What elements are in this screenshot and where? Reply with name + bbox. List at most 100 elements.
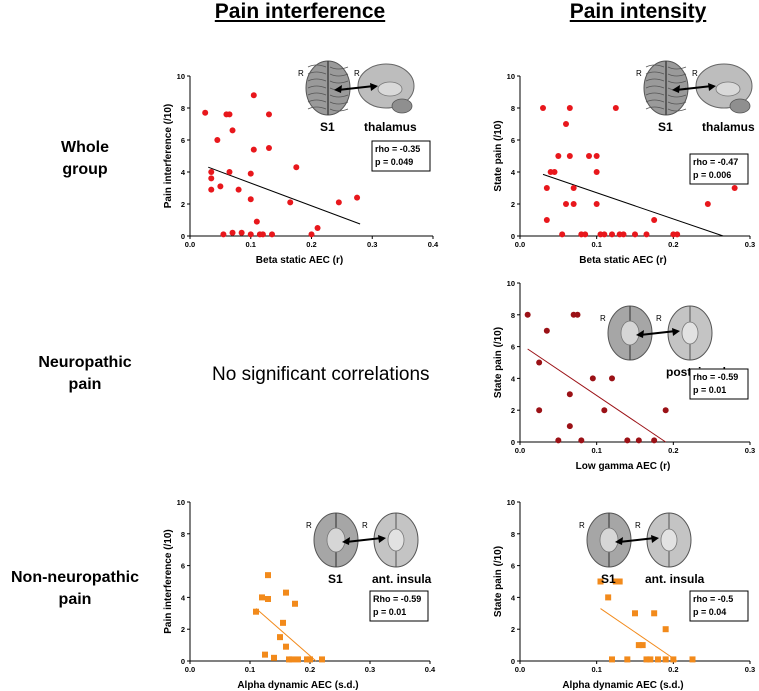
arrowhead-right [708,83,716,91]
data-point [259,231,266,238]
data-point [214,137,221,143]
x-tick-label: 0.4 [425,665,436,674]
data-point [601,231,608,238]
data-point [601,407,608,414]
connection-arrow [639,330,677,336]
brain-sulcus [645,64,665,68]
data-point [250,92,257,99]
x-tick-label: 0.3 [745,665,755,674]
brain-ventricles [599,527,619,553]
right-hemisphere-marker-left: R [579,521,585,530]
brain-ventricles-2 [660,528,678,552]
right-hemisphere-marker-right: R [692,69,698,78]
x-tick-label: 0.0 [515,240,525,249]
data-point [731,185,738,191]
brain-sulcus [645,78,665,82]
y-tick-label: 4 [181,168,186,177]
x-tick-label: 0.2 [668,446,678,455]
brain-images [607,305,713,361]
right-hemisphere-marker-left: R [600,314,606,323]
x-tick-label: 0.3 [745,240,755,249]
y-tick-label: 0 [511,657,515,666]
data-point [265,595,271,602]
y-tick-label: 0 [511,438,515,447]
y-tick-label: 10 [507,279,515,288]
data-point [543,217,550,223]
brain-illustration: R R S1 thalamus [636,60,755,134]
data-point [262,651,268,658]
data-point [704,201,711,207]
brain-sulcus [667,101,687,105]
x-tick-label: 0.3 [367,240,377,249]
chart-nonneuro-interference: 0.0 0.1 0.2 0.3 0.4 0 2 4 6 8 10 Alpha dynamic AEC … [163,498,436,691]
y-tick-label: 2 [511,406,515,415]
row-label-whole-group: Whole group [61,139,109,178]
x-tick-label: 0.2 [306,240,316,249]
stats-box [371,140,431,172]
data-point [271,654,277,661]
data-point [566,105,573,111]
brain-ventricles [620,320,640,346]
y-tick-label: 10 [507,498,515,507]
y-tick-label: 4 [511,374,516,383]
brain-images [643,60,753,116]
x-tick-label: 0.2 [668,665,678,674]
brain-sulcus [667,108,687,112]
brain-sulcus [307,78,327,82]
brain-region-label-left: S1 [658,120,673,134]
y-tick-label: 6 [181,562,185,571]
x-tick-label: 0.2 [668,240,678,249]
arrowhead-left [636,330,644,338]
data-point [293,164,300,171]
brain-sulcus [667,66,687,70]
data-point [259,594,265,601]
data-point [651,437,658,444]
brain-sulcus [645,106,665,110]
brain-thalamus-region [377,81,403,97]
data-point [307,656,313,663]
right-hemisphere-marker-left: R [306,521,312,530]
brain-illustration: R R S1 ant. insula [306,512,432,586]
arrowhead-left [334,85,342,93]
brain-region-label-right: ant. insula [645,572,705,586]
data-point [605,594,612,601]
data-point [574,311,581,318]
regression-line [600,608,678,662]
data-point [202,109,209,116]
brain-sulcus [307,71,327,75]
x-tick-label: 0.1 [591,665,601,674]
y-tick-label: 10 [507,72,515,81]
stats-box [689,368,749,400]
data-point [543,185,550,191]
stats-p: p = 0.049 [375,157,413,167]
y-tick-label: 6 [511,562,515,571]
y-tick-label: 6 [511,136,515,145]
y-axis-label: State pain (/10) [493,546,504,617]
data-point [609,231,615,238]
x-tick-label: 0.1 [246,240,256,249]
regression-line [208,166,361,225]
x-tick-label: 0.1 [591,240,601,249]
brain-images [586,512,692,568]
y-tick-label: 6 [511,343,515,352]
brain-region-label-left: S1 [601,572,616,586]
y-tick-label: 4 [511,593,516,602]
brain-sulcus [645,85,665,89]
brain-region-label-left: S1 [328,572,343,586]
data-point [247,170,254,177]
data-point [635,437,642,444]
no-significant-correlations: No significant correlations [212,364,430,385]
data-point [593,153,600,159]
brain-ventricles [326,527,346,553]
x-tick-label: 0.3 [745,446,755,455]
data-point [226,111,233,118]
stats-p: p = 0.006 [693,170,731,180]
data-point [555,153,562,159]
x-tick-label: 0.0 [515,446,525,455]
x-tick-label: 0.1 [591,446,601,455]
data-point [624,656,631,663]
data-point [247,196,254,203]
data-point [589,375,596,382]
connection-arrow [345,537,383,543]
data-point [651,610,658,617]
